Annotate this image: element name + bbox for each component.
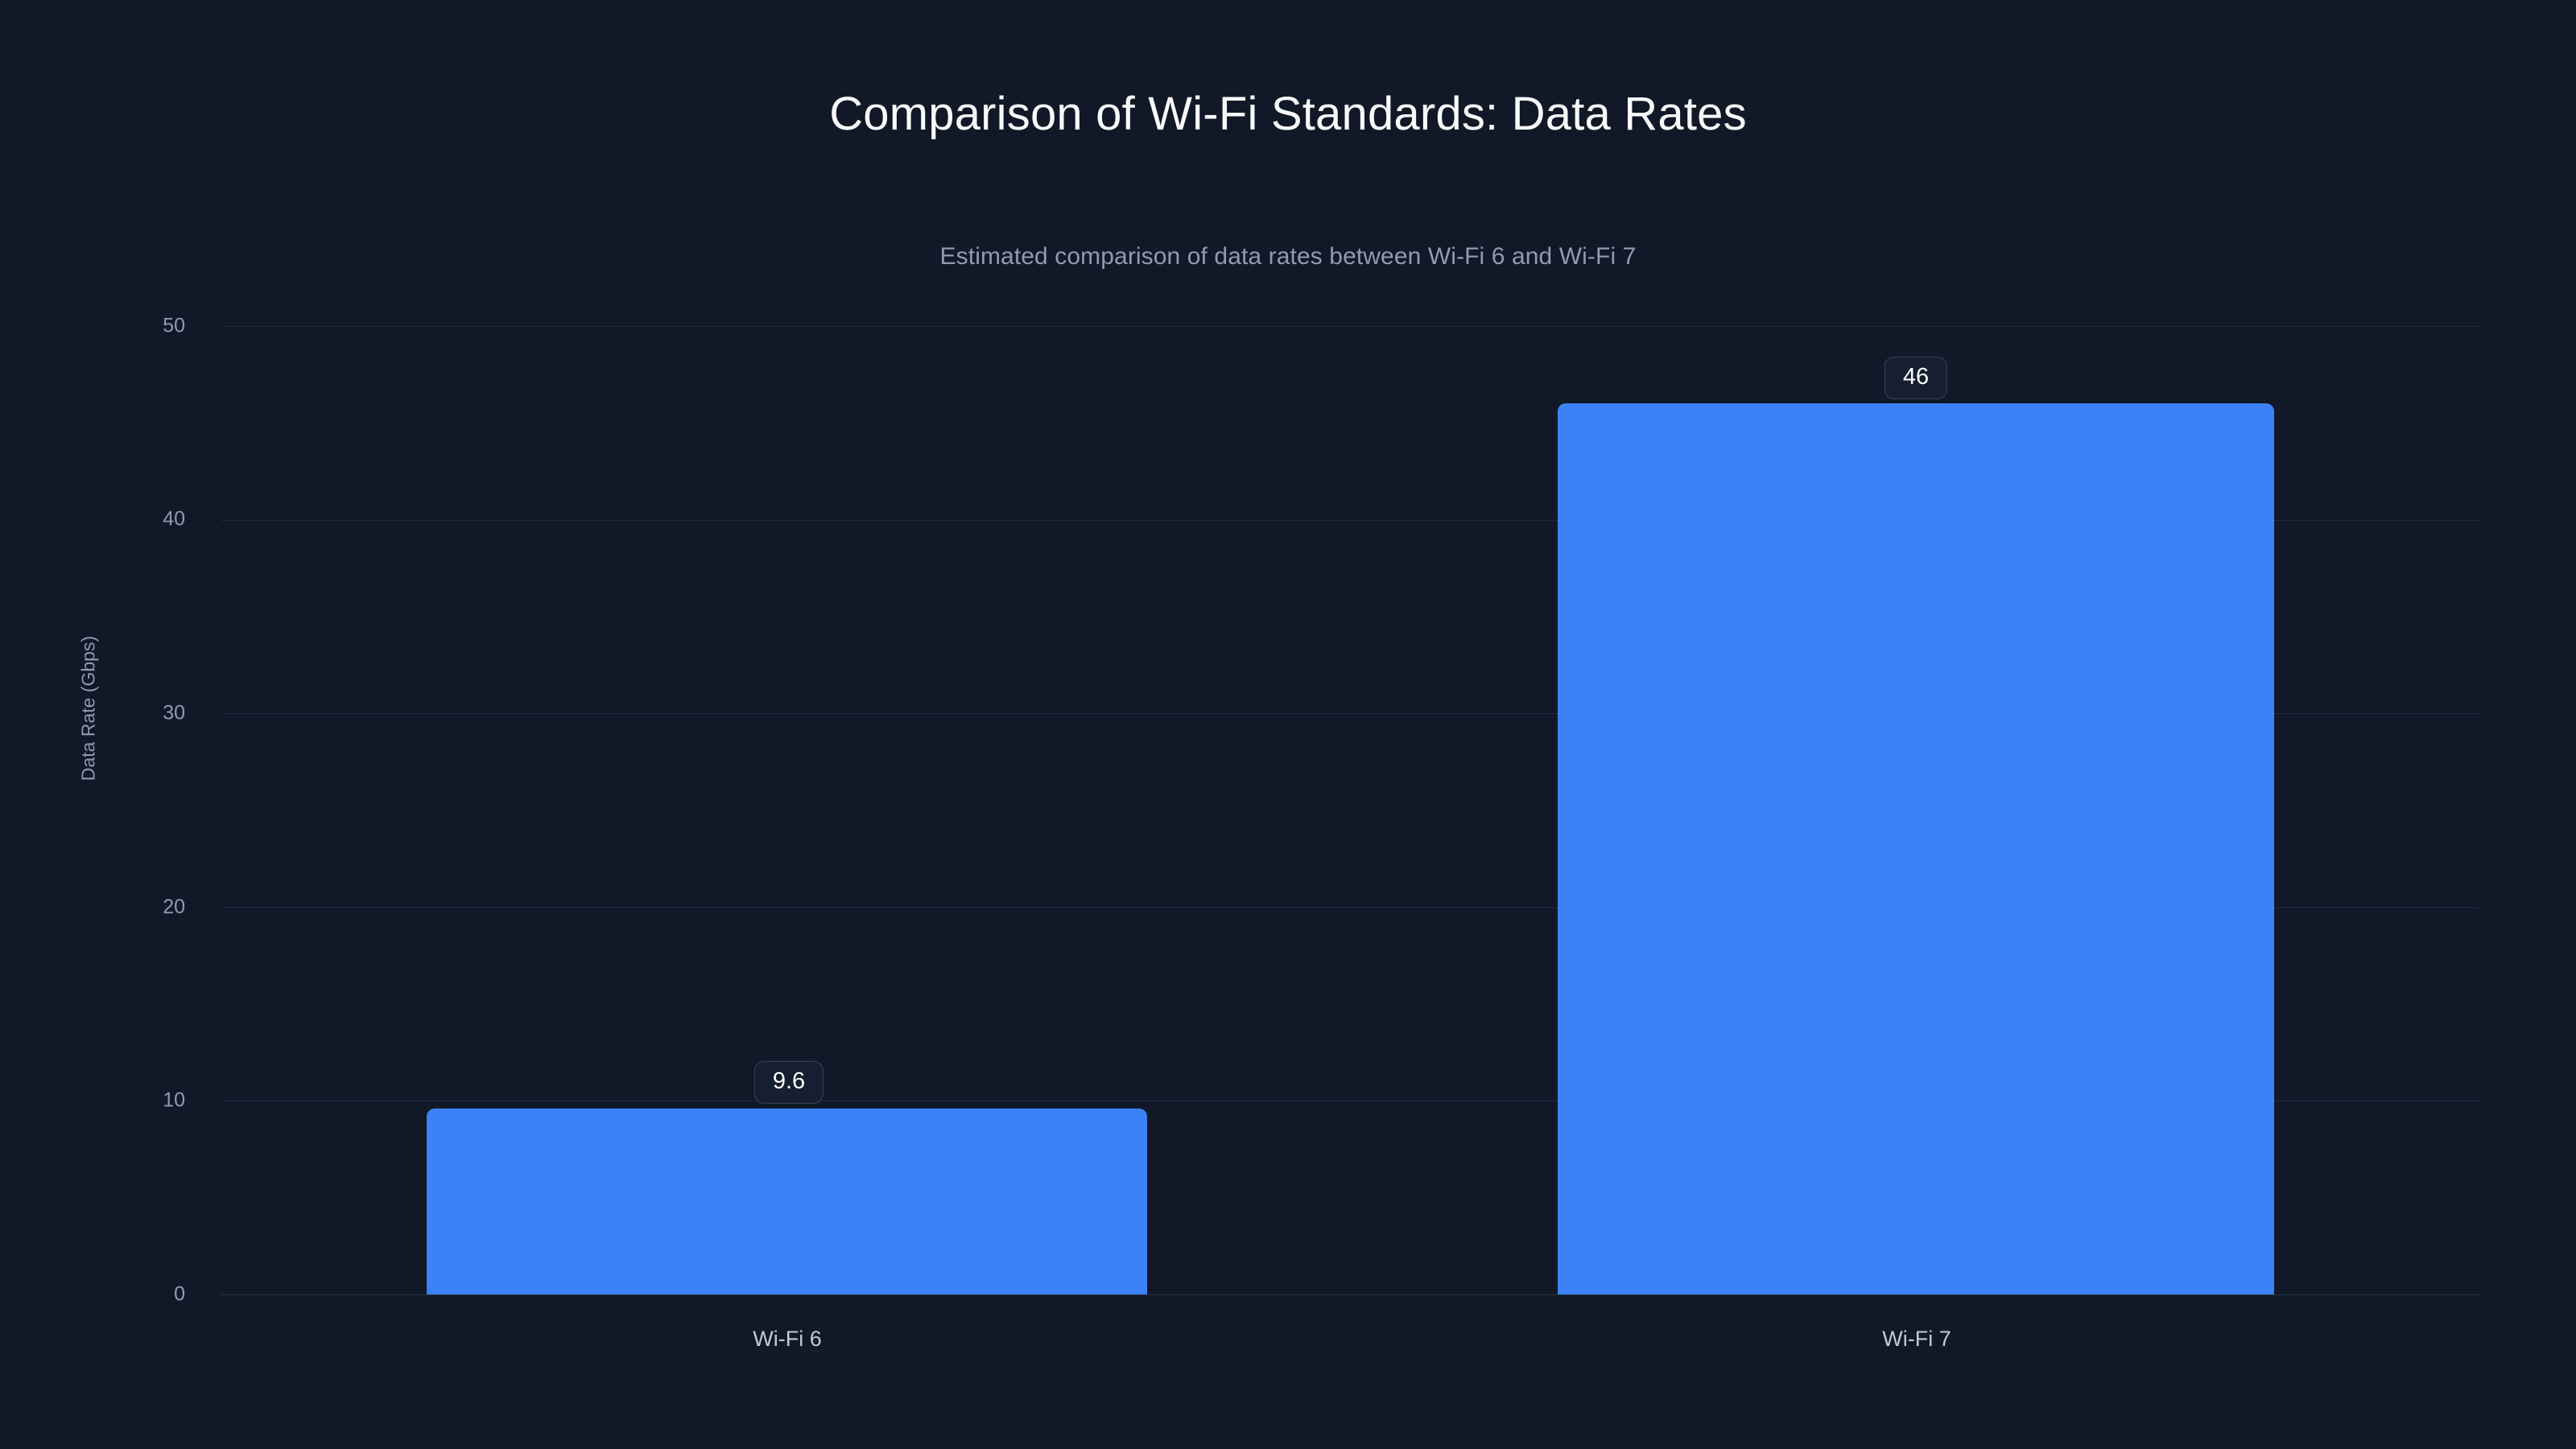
y-tick-label-0: 0 — [174, 1282, 185, 1306]
y-tick-label-40: 40 — [163, 507, 185, 530]
gridline-10 — [221, 1100, 2479, 1102]
gridline-20 — [221, 906, 2479, 908]
chart-title: Comparison of Wi-Fi Standards: Data Rate… — [829, 88, 1747, 140]
y-tick-label-50: 50 — [163, 314, 185, 337]
bar-wifi-6[interactable] — [427, 1108, 1147, 1294]
y-tick-label-30: 30 — [163, 701, 185, 724]
gridline-0-baseline — [221, 1294, 2479, 1295]
gridline-40 — [221, 519, 2479, 521]
gridline-50 — [221, 326, 2479, 327]
value-badge-wifi-7: 46 — [1884, 357, 1948, 399]
x-category-label-wifi-6: Wi-Fi 6 — [753, 1327, 822, 1351]
value-badge-wifi-6: 9.6 — [753, 1061, 824, 1104]
y-tick-label-20: 20 — [163, 895, 185, 919]
y-tick-label-10: 10 — [163, 1088, 185, 1112]
chart-subtitle: Estimated comparison of data rates betwe… — [939, 243, 1637, 270]
gridline-30 — [221, 713, 2479, 715]
plot-area — [221, 326, 2479, 1295]
x-category-label-wifi-7: Wi-Fi 7 — [1882, 1327, 1951, 1351]
bar-wifi-7[interactable] — [1558, 403, 2274, 1294]
